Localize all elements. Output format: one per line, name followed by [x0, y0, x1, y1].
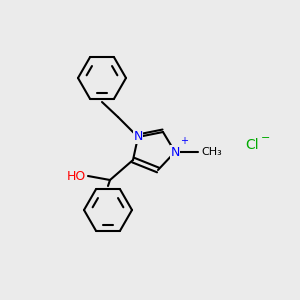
Text: CH₃: CH₃ — [201, 147, 222, 157]
Text: −: − — [261, 133, 270, 143]
Text: N: N — [133, 130, 143, 143]
Text: +: + — [180, 136, 188, 146]
Text: N: N — [170, 146, 180, 158]
Text: HO: HO — [67, 169, 86, 182]
Text: Cl: Cl — [245, 138, 259, 152]
